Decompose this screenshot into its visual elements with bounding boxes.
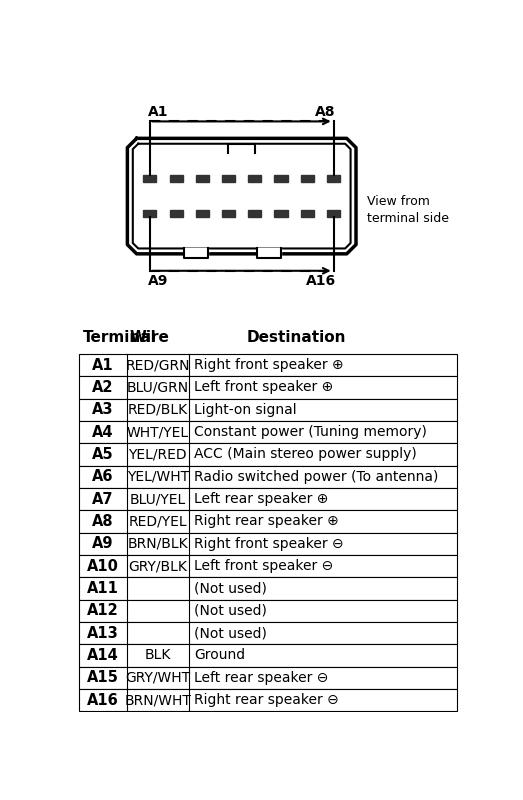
Bar: [79, 421, 457, 443]
Text: A16: A16: [306, 274, 336, 288]
Polygon shape: [301, 175, 314, 182]
Text: A14: A14: [87, 648, 119, 663]
Bar: [79, 689, 457, 711]
Text: Wire: Wire: [130, 330, 169, 345]
Polygon shape: [196, 210, 209, 217]
Text: A7: A7: [92, 491, 113, 506]
Text: Constant power (Tuning memory): Constant power (Tuning memory): [194, 425, 427, 439]
Polygon shape: [169, 210, 183, 217]
Text: A11: A11: [87, 581, 119, 596]
Text: A13: A13: [87, 626, 119, 641]
Polygon shape: [248, 210, 262, 217]
Text: (Not used): (Not used): [194, 626, 267, 640]
Text: Ground: Ground: [194, 649, 245, 662]
Text: A9: A9: [92, 536, 113, 551]
Text: A2: A2: [92, 380, 113, 395]
Polygon shape: [275, 175, 288, 182]
Text: A1: A1: [147, 105, 168, 119]
Text: A8: A8: [92, 514, 113, 529]
Bar: [79, 644, 457, 666]
Text: A3: A3: [92, 402, 113, 418]
Text: GRY/WHT: GRY/WHT: [125, 670, 190, 685]
Text: View from
terminal side: View from terminal side: [367, 195, 449, 225]
Bar: [79, 443, 457, 466]
Text: RED/YEL: RED/YEL: [128, 514, 187, 529]
Text: Left front speaker ⊖: Left front speaker ⊖: [194, 559, 334, 573]
Text: Left rear speaker ⊕: Left rear speaker ⊕: [194, 492, 328, 506]
Text: Right rear speaker ⊕: Right rear speaker ⊕: [194, 514, 339, 529]
Text: GRY/BLK: GRY/BLK: [128, 559, 187, 573]
Bar: [79, 666, 457, 689]
Text: Right front speaker ⊕: Right front speaker ⊕: [194, 358, 344, 372]
Text: RED/BLK: RED/BLK: [128, 402, 188, 417]
Polygon shape: [222, 175, 235, 182]
Bar: [79, 555, 457, 578]
Bar: [79, 398, 457, 421]
Bar: [79, 488, 457, 510]
Bar: [79, 533, 457, 555]
Polygon shape: [143, 210, 156, 217]
Text: BLU/GRN: BLU/GRN: [127, 381, 189, 394]
Text: (Not used): (Not used): [194, 582, 267, 595]
Text: Light-on signal: Light-on signal: [194, 402, 297, 417]
Polygon shape: [327, 175, 340, 182]
Bar: [79, 354, 457, 376]
Text: A10: A10: [87, 558, 119, 574]
Text: BRN/WHT: BRN/WHT: [124, 693, 191, 707]
Text: A4: A4: [92, 425, 113, 440]
Polygon shape: [184, 249, 208, 258]
Polygon shape: [257, 249, 281, 258]
Text: ACC (Main stereo power supply): ACC (Main stereo power supply): [194, 447, 417, 462]
Bar: [79, 599, 457, 622]
Text: Terminal: Terminal: [83, 330, 156, 345]
Text: Left rear speaker ⊖: Left rear speaker ⊖: [194, 670, 328, 685]
Text: A15: A15: [87, 670, 119, 686]
Polygon shape: [128, 138, 356, 254]
Text: A9: A9: [147, 274, 168, 288]
Bar: [79, 578, 457, 599]
Polygon shape: [248, 175, 262, 182]
Text: BLK: BLK: [144, 649, 171, 662]
Text: A12: A12: [87, 603, 119, 618]
Polygon shape: [222, 210, 235, 217]
Text: A1: A1: [92, 358, 113, 373]
Text: BLU/YEL: BLU/YEL: [130, 492, 186, 506]
Text: Radio switched power (To antenna): Radio switched power (To antenna): [194, 470, 439, 484]
Bar: [79, 510, 457, 533]
Text: A6: A6: [92, 470, 113, 484]
Polygon shape: [143, 175, 156, 182]
Polygon shape: [228, 144, 255, 153]
Bar: [79, 376, 457, 398]
Polygon shape: [196, 175, 209, 182]
Text: YEL/RED: YEL/RED: [128, 447, 187, 462]
Text: YEL/WHT: YEL/WHT: [127, 470, 189, 484]
Bar: [79, 622, 457, 644]
Text: WHT/YEL: WHT/YEL: [127, 425, 189, 439]
Text: Destination: Destination: [246, 330, 346, 345]
Text: Right rear speaker ⊖: Right rear speaker ⊖: [194, 693, 339, 707]
Text: BRN/BLK: BRN/BLK: [127, 537, 188, 550]
Polygon shape: [133, 144, 350, 249]
Text: A16: A16: [87, 693, 119, 707]
Text: Right front speaker ⊖: Right front speaker ⊖: [194, 537, 344, 550]
Polygon shape: [327, 210, 340, 217]
Text: RED/GRN: RED/GRN: [126, 358, 190, 372]
Polygon shape: [169, 175, 183, 182]
Polygon shape: [275, 210, 288, 217]
Text: A8: A8: [315, 105, 336, 119]
Text: A5: A5: [92, 447, 113, 462]
Polygon shape: [301, 210, 314, 217]
Text: Left front speaker ⊕: Left front speaker ⊕: [194, 381, 334, 394]
Bar: [79, 466, 457, 488]
Text: (Not used): (Not used): [194, 604, 267, 618]
